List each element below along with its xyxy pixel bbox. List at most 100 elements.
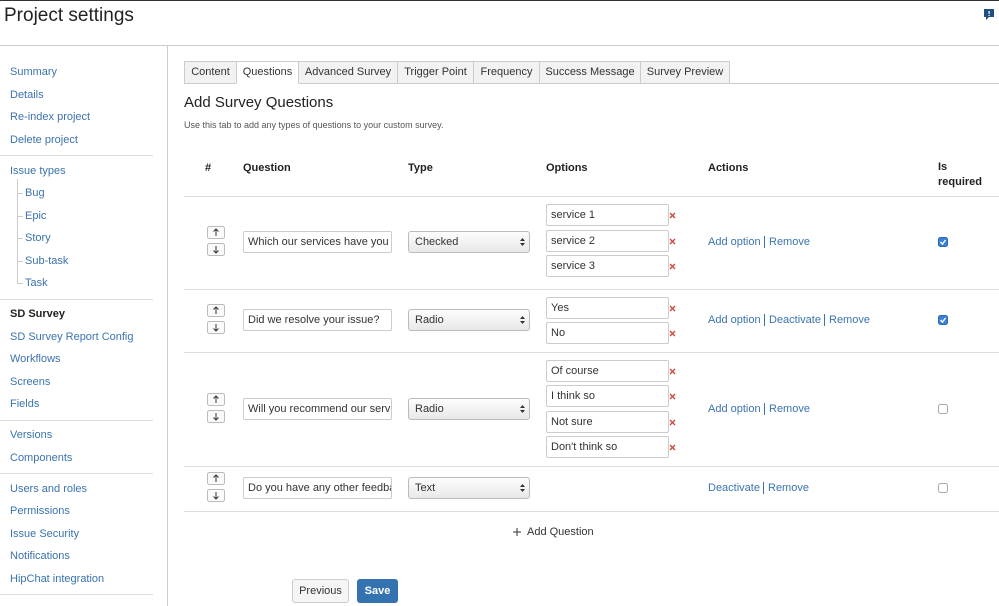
- action-link[interactable]: Deactivate: [769, 314, 821, 326]
- move-down[interactable]: [207, 409, 225, 423]
- sidebar-link[interactable]: Issue Security: [10, 527, 80, 540]
- type-select[interactable]: Checked: [408, 231, 530, 254]
- sidebar-link[interactable]: Screens: [10, 375, 51, 388]
- move-up[interactable]: [207, 304, 225, 317]
- row-divider: [184, 510, 999, 512]
- option-input[interactable]: Not sure: [546, 410, 669, 433]
- tree-line: [17, 260, 23, 262]
- tree-line: [17, 201, 18, 224]
- tab[interactable]: Survey Preview: [640, 61, 730, 84]
- tree-line: [17, 179, 18, 202]
- action-link[interactable]: Remove: [769, 236, 810, 249]
- option-input[interactable]: service 1: [546, 204, 669, 226]
- option-input[interactable]: No: [546, 322, 669, 344]
- question-input[interactable]: Did we resolve your issue?: [243, 309, 392, 331]
- required-checkbox[interactable]: [938, 403, 948, 414]
- sidebar-link[interactable]: Permissions: [10, 505, 70, 517]
- sidebar-link[interactable]: Details: [10, 88, 44, 101]
- action-link[interactable]: Add option: [708, 236, 761, 249]
- previous-button[interactable]: Previous: [292, 579, 349, 603]
- header-divider: [184, 196, 999, 197]
- select-caret: [520, 484, 525, 492]
- required-checkbox[interactable]: [938, 483, 948, 493]
- sidebar-link[interactable]: Notifications: [10, 550, 70, 562]
- move-down[interactable]: [207, 243, 225, 257]
- remove-option[interactable]: [669, 330, 676, 337]
- section-title: Add Survey Questions: [184, 94, 334, 111]
- tab[interactable]: Trigger Point: [397, 61, 474, 84]
- sidebar-link[interactable]: Versions: [10, 429, 53, 441]
- select-caret: [520, 238, 525, 247]
- feedback-icon[interactable]: [983, 8, 995, 21]
- question-input[interactable]: Do you have any other feedba: [243, 477, 392, 499]
- sidebar-sublink[interactable]: Story: [25, 232, 51, 244]
- action-link[interactable]: Remove: [768, 482, 809, 494]
- remove-option[interactable]: [669, 212, 676, 219]
- required-checkbox[interactable]: [938, 237, 948, 248]
- move-up[interactable]: [207, 472, 225, 485]
- tree-line: [17, 215, 23, 217]
- action-link[interactable]: Add option: [708, 314, 761, 326]
- move-down[interactable]: [207, 489, 225, 502]
- option-input[interactable]: Don't think so: [546, 436, 669, 458]
- sidebar-link[interactable]: Delete project: [10, 133, 78, 146]
- remove-option[interactable]: [669, 368, 676, 375]
- action-link[interactable]: Deactivate: [708, 482, 760, 494]
- remove-option[interactable]: [669, 444, 676, 451]
- tab[interactable]: Advanced Survey: [298, 61, 398, 84]
- remove-option[interactable]: [669, 263, 676, 270]
- column-header: Question: [243, 162, 291, 174]
- remove-option[interactable]: [669, 393, 676, 400]
- tab[interactable]: Frequency: [473, 61, 540, 84]
- option-input[interactable]: I think so: [546, 385, 669, 407]
- question-input[interactable]: Which our services have you u: [243, 231, 392, 254]
- column-header: Options: [546, 162, 588, 174]
- sidebar-link[interactable]: Users and roles: [10, 482, 88, 495]
- action-link[interactable]: Add option: [708, 402, 761, 415]
- sidebar-link[interactable]: Components: [10, 451, 73, 464]
- remove-option[interactable]: [669, 305, 676, 312]
- type-select[interactable]: Text: [408, 477, 530, 499]
- sidebar-link[interactable]: Issue types: [10, 164, 66, 177]
- option-input[interactable]: Yes: [546, 296, 669, 319]
- type-select[interactable]: Radio: [408, 309, 530, 331]
- sidebar-sublink[interactable]: Task: [25, 277, 48, 289]
- required-checkbox[interactable]: [938, 315, 948, 325]
- remove-option[interactable]: [669, 238, 676, 245]
- sidebar-link[interactable]: HipChat integration: [10, 572, 105, 585]
- remove-option[interactable]: [669, 419, 676, 426]
- save-button[interactable]: Save: [357, 579, 398, 603]
- sidebar-link[interactable]: Summary: [10, 66, 58, 78]
- sidebar-sublink[interactable]: Epic: [25, 209, 47, 222]
- tab[interactable]: Questions: [236, 61, 299, 84]
- sidebar-separator: [0, 473, 153, 474]
- sidebar-link[interactable]: Fields: [10, 398, 40, 410]
- tab[interactable]: Success Message: [539, 61, 641, 84]
- sidebar-separator: [0, 155, 153, 156]
- move-up[interactable]: [207, 226, 225, 240]
- sidebar-separator: [0, 419, 153, 421]
- select-caret: [520, 404, 525, 413]
- sidebar-link[interactable]: Re-index project: [10, 111, 91, 123]
- sidebar-separator: [0, 298, 153, 300]
- sidebar-sublink[interactable]: Sub-task: [25, 254, 69, 267]
- move-down[interactable]: [207, 321, 225, 334]
- add-question-link[interactable]: Add Question: [527, 526, 594, 538]
- sidebar-link[interactable]: SD Survey: [10, 308, 66, 320]
- add-icon: [513, 528, 521, 536]
- row-divider: [184, 288, 999, 290]
- tree-line: [17, 224, 18, 247]
- option-input[interactable]: service 2: [546, 229, 669, 252]
- sidebar-link[interactable]: Workflows: [10, 353, 61, 365]
- tab[interactable]: Content: [184, 61, 237, 84]
- action-link[interactable]: Remove: [769, 402, 810, 415]
- sidebar-link[interactable]: SD Survey Report Config: [10, 330, 134, 343]
- type-select[interactable]: Radio: [408, 397, 530, 420]
- action-link[interactable]: Remove: [829, 314, 870, 326]
- sidebar-sublink[interactable]: Bug: [25, 187, 45, 199]
- move-up[interactable]: [207, 392, 225, 406]
- question-input[interactable]: Will you recommend our servi: [243, 397, 392, 420]
- option-input[interactable]: Of course: [546, 359, 669, 382]
- option-input[interactable]: service 3: [546, 255, 669, 277]
- column-header: Actions: [708, 162, 749, 174]
